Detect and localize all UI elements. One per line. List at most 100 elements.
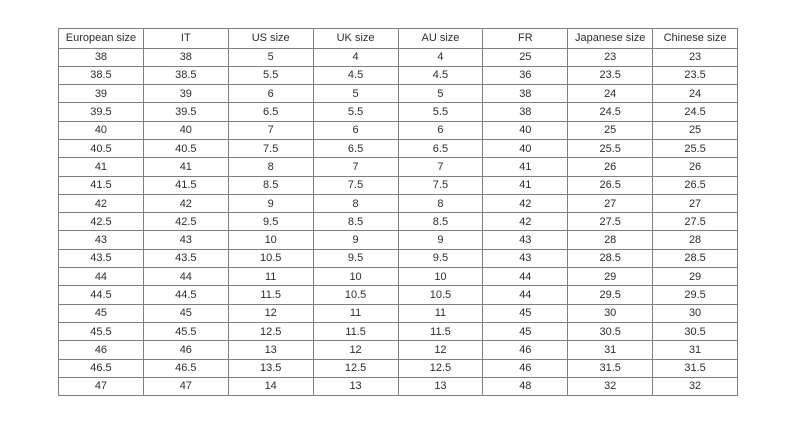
table-cell: 11: [227, 267, 314, 287]
table-cell: 30.5: [567, 321, 654, 342]
table-cell: 41: [142, 157, 229, 177]
table-cell: 23: [652, 47, 738, 67]
table-cell: 4.5: [312, 65, 399, 86]
table-cell: 12.5: [397, 358, 484, 378]
table-cell: 24: [567, 84, 654, 104]
column-header: Japanese size: [567, 28, 654, 49]
table-row: 43.5 43.5 10.5 9.5 9.5 43 28.5 28.5: [58, 248, 738, 269]
table-cell: 5.5: [397, 102, 484, 122]
table-row: 42.5 42.5 9.5 8.5 8.5 42 27.5 27.5: [58, 212, 738, 232]
table-cell: 5: [312, 84, 399, 104]
column-header: Chinese size: [652, 28, 738, 49]
table-cell: 24: [652, 84, 738, 104]
column-header: US size: [227, 28, 314, 49]
table-header-row: European size IT US size UK size AU size FR Ja…: [58, 28, 738, 49]
table-cell: 7.5: [397, 175, 484, 195]
table-cell: 38.5: [142, 65, 229, 86]
table-cell: 5: [397, 84, 484, 104]
table-cell: 6: [397, 120, 484, 140]
table-cell: 45: [482, 321, 569, 342]
table-cell: 44: [58, 267, 144, 287]
table-cell: 42.5: [142, 212, 229, 232]
table-cell: 39: [142, 84, 229, 104]
table-cell: 46: [142, 340, 229, 360]
table-cell: 36: [482, 65, 569, 86]
table-cell: 11.5: [312, 321, 399, 342]
table-cell: 12: [397, 340, 484, 360]
table-cell: 25.5: [567, 138, 654, 159]
table-cell: 29: [567, 267, 654, 287]
table-cell: 26.5: [567, 175, 654, 195]
table-cell: 41: [482, 157, 569, 177]
table-cell: 40.5: [58, 138, 144, 159]
table-cell: 26.5: [652, 175, 738, 195]
table-row: 39.5 39.5 6.5 5.5 5.5 38 24.5 24.5: [58, 102, 738, 122]
table-cell: 26: [567, 157, 654, 177]
table-cell: 28: [567, 230, 654, 250]
table-cell: 47: [58, 376, 144, 397]
table-row: 44.5 44.5 11.5 10.5 10.5 44 29.5 29.5: [58, 285, 738, 305]
table-cell: 29: [652, 267, 738, 287]
table-cell: 39: [58, 84, 144, 104]
table-cell: 27.5: [567, 212, 654, 232]
table-cell: 8.5: [397, 212, 484, 232]
table-cell: 29.5: [652, 285, 738, 305]
table-cell: 11.5: [397, 321, 484, 342]
table-cell: 27: [567, 193, 654, 214]
table-row: 46 46 13 12 12 46 31 31: [58, 340, 738, 360]
table-cell: 31.5: [567, 358, 654, 378]
size-conversion-table: European size IT US size UK size AU size FR Ja…: [58, 28, 738, 397]
table-cell: 12.5: [227, 321, 314, 342]
table-cell: 10.5: [227, 248, 314, 269]
table-cell: 43.5: [142, 248, 229, 269]
table-cell: 11: [397, 303, 484, 323]
table-cell: 23.5: [652, 65, 738, 86]
table-cell: 46: [482, 340, 569, 360]
table-cell: 38: [142, 47, 229, 67]
table-cell: 39.5: [142, 102, 229, 122]
table-cell: 4: [312, 47, 399, 67]
table-cell: 47: [142, 376, 229, 397]
table-cell: 25.5: [652, 138, 738, 159]
column-header: European size: [58, 28, 144, 49]
table-cell: 43: [482, 248, 569, 269]
table-body: 38 38 5 4 4 25 23 23 38.5 38.5 5.5 4.5 4.5 36 23.5 23.5…: [58, 47, 738, 397]
table-cell: 7.5: [312, 175, 399, 195]
table-cell: 13: [227, 340, 314, 360]
table-row: 45 45 12 11 11 45 30 30: [58, 303, 738, 323]
table-cell: 8.5: [227, 175, 314, 195]
table-cell: 44: [142, 267, 229, 287]
table-cell: 46.5: [58, 358, 144, 378]
table-cell: 10.5: [397, 285, 484, 305]
table-cell: 7.5: [227, 138, 314, 159]
table-row: 43 43 10 9 9 43 28 28: [58, 230, 738, 250]
table-cell: 9.5: [312, 248, 399, 269]
table-cell: 13: [312, 376, 399, 397]
table-cell: 41: [58, 157, 144, 177]
table-cell: 38.5: [58, 65, 144, 86]
table-cell: 41: [482, 175, 569, 195]
table-cell: 10: [312, 267, 399, 287]
table-cell: 28.5: [567, 248, 654, 269]
table-cell: 40: [142, 120, 229, 140]
table-cell: 12: [227, 303, 314, 323]
table-cell: 23.5: [567, 65, 654, 86]
column-header: FR: [482, 28, 569, 49]
table-cell: 10.5: [312, 285, 399, 305]
table-cell: 24.5: [567, 102, 654, 122]
table-cell: 28: [652, 230, 738, 250]
table-cell: 43: [58, 230, 144, 250]
table-cell: 30: [652, 303, 738, 323]
table-cell: 5: [227, 47, 314, 67]
table-cell: 42.5: [58, 212, 144, 232]
table-cell: 11: [312, 303, 399, 323]
table-cell: 13.5: [227, 358, 314, 378]
table-cell: 46: [482, 358, 569, 378]
table-cell: 40: [482, 120, 569, 140]
table-cell: 8.5: [312, 212, 399, 232]
table-cell: 42: [58, 193, 144, 214]
table-cell: 45: [58, 303, 144, 323]
table-row: 38.5 38.5 5.5 4.5 4.5 36 23.5 23.5: [58, 65, 738, 86]
table-cell: 12.5: [312, 358, 399, 378]
table-cell: 48: [482, 376, 569, 397]
